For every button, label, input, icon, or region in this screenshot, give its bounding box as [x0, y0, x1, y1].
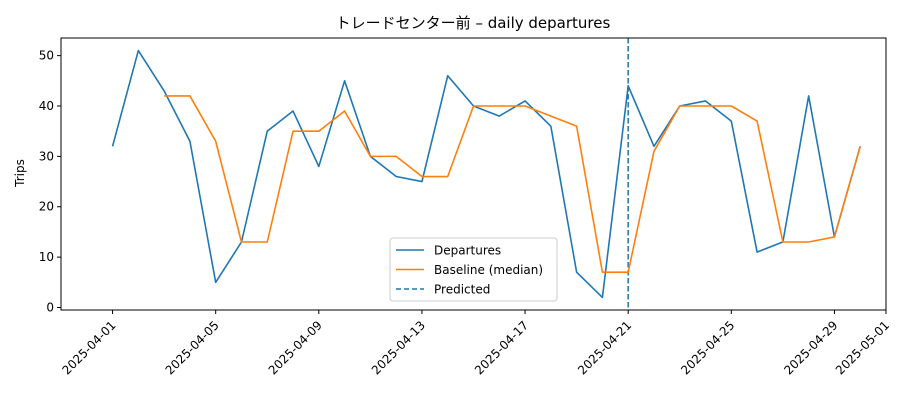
- y-axis-label: Trips: [13, 159, 27, 188]
- series-line-departures: [111, 49, 861, 299]
- x-tick-label: 2025-04-21: [575, 318, 634, 377]
- legend-label: Departures: [434, 244, 501, 258]
- x-tick-label: 2025-04-29: [781, 318, 840, 377]
- x-axis: 2025-04-01 2025-04-05 2025-04-09 2025-04-13…: [59, 310, 892, 377]
- y-tick-label: 0: [46, 300, 54, 314]
- x-tick-label: 2025-04-09: [266, 318, 325, 377]
- y-tick-label: 10: [39, 250, 54, 264]
- x-tick-label: 2025-04-05: [163, 318, 222, 377]
- plot-area: [60, 37, 887, 311]
- legend: Departures Baseline (median) Predicted: [389, 237, 558, 302]
- legend-label: Predicted: [434, 283, 490, 297]
- y-tick-label: 20: [39, 200, 54, 214]
- y-tick-label: 30: [39, 149, 54, 163]
- x-tick-label: 2025-04-25: [678, 318, 737, 377]
- legend-label: Baseline (median): [434, 263, 543, 277]
- x-tick-label: 2025-04-13: [369, 318, 428, 377]
- chart-title: トレードセンター前 – daily departures: [336, 14, 611, 32]
- legend-box: [389, 237, 558, 302]
- series-line-baseline: [164, 95, 861, 274]
- x-tick-label: 2025-04-01: [59, 318, 118, 377]
- x-tick-label: 2025-05-01: [833, 318, 892, 377]
- y-tick-label: 50: [39, 49, 54, 63]
- y-axis: 0 10 20 30 40 50: [39, 49, 61, 314]
- x-tick-label: 2025-04-17: [472, 318, 531, 377]
- plot-frame: [60, 37, 887, 311]
- y-tick-label: 40: [39, 99, 54, 113]
